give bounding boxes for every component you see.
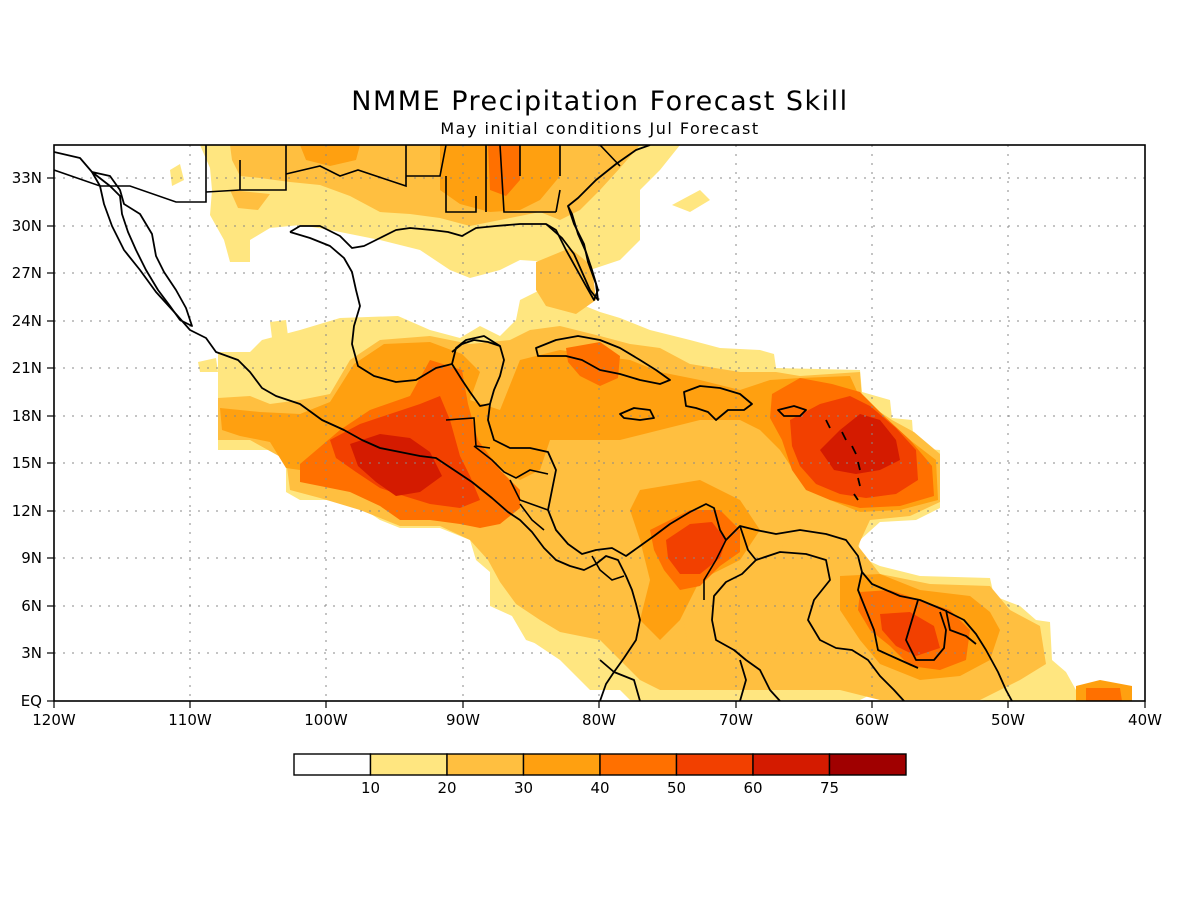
colorbar-label: 30 xyxy=(514,779,533,797)
lat-tick-label: 9N xyxy=(21,549,42,567)
colorbar-labels: 10 20 30 40 50 60 75 xyxy=(361,779,839,797)
colorbar-swatch xyxy=(675,753,754,776)
colorbar-label: 75 xyxy=(820,779,839,797)
lat-tick-label: 12N xyxy=(12,502,42,520)
lat-tick-label: 27N xyxy=(12,264,42,282)
lat-tick-label: 3N xyxy=(21,644,42,662)
lon-axis-labels: 120W 110W 100W 90W 80W 70W 60W 50W 40W xyxy=(32,711,1162,729)
graticule xyxy=(54,145,1145,701)
colorbar-swatch xyxy=(599,753,678,776)
lat-axis-labels: 33N 30N 27N 24N 21N 18N 15N 12N 9N 6N 3N… xyxy=(12,169,42,710)
lat-tick-label: EQ xyxy=(21,692,42,710)
lon-tick-label: 60W xyxy=(855,711,889,729)
lon-tick-label: 90W xyxy=(446,711,480,729)
colorbar-label: 50 xyxy=(667,779,686,797)
colorbar-label: 20 xyxy=(437,779,456,797)
lat-tick-label: 18N xyxy=(12,407,42,425)
lon-tick-label: 70W xyxy=(719,711,753,729)
skill-level-60 xyxy=(350,414,900,496)
colorbar-label: 60 xyxy=(743,779,762,797)
colorbar-swatch xyxy=(522,753,601,776)
colorbar-swatch xyxy=(828,753,907,776)
lon-tick-label: 80W xyxy=(582,711,616,729)
colorbar-label: 40 xyxy=(590,779,609,797)
lon-tick-label: 120W xyxy=(32,711,76,729)
map-title: NMME Precipitation Forecast Skill xyxy=(351,86,849,117)
political-borders xyxy=(54,145,727,600)
colorbar-swatch xyxy=(446,753,525,776)
lon-tick-label: 110W xyxy=(168,711,212,729)
lat-tick-label: 33N xyxy=(12,169,42,187)
colorbar xyxy=(293,753,907,776)
lon-tick-label: 40W xyxy=(1128,711,1162,729)
skill-field xyxy=(170,145,1132,701)
coastlines xyxy=(54,145,1013,701)
colorbar-swatch xyxy=(752,753,831,776)
axis-ticks xyxy=(47,177,1146,708)
lon-tick-label: 50W xyxy=(991,711,1025,729)
lat-tick-label: 24N xyxy=(12,312,42,330)
lat-tick-label: 30N xyxy=(12,217,42,235)
colorbar-label: 10 xyxy=(361,779,380,797)
lat-tick-label: 15N xyxy=(12,454,42,472)
lat-tick-label: 6N xyxy=(21,597,42,615)
colorbar-swatch xyxy=(293,753,372,776)
lat-tick-label: 21N xyxy=(12,359,42,377)
colorbar-swatch xyxy=(369,753,448,776)
lon-tick-label: 100W xyxy=(304,711,348,729)
map-subtitle: May initial conditions Jul Forecast xyxy=(440,119,760,138)
